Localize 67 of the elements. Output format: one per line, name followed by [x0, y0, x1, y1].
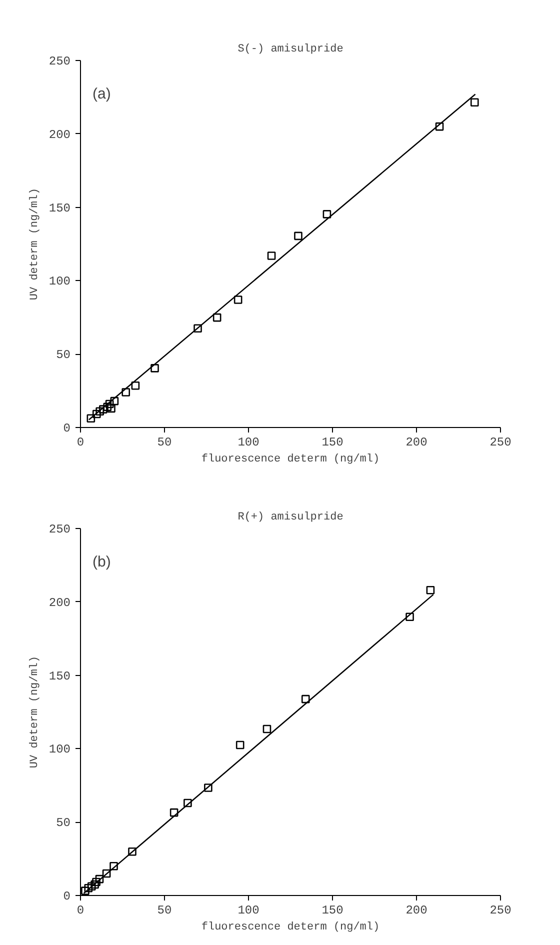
point	[131, 382, 140, 390]
point	[87, 882, 96, 891]
y-tick-label: 250	[48, 522, 71, 536]
point	[90, 880, 99, 889]
point	[150, 364, 159, 372]
point	[110, 396, 119, 406]
chart-title: S(-) amisulpride	[238, 44, 344, 56]
point	[128, 847, 136, 856]
x-axis-title: fluorescence determ (ng/ml)	[201, 454, 380, 466]
point	[105, 400, 114, 408]
chart-title: R(+) amisulpride	[238, 512, 344, 524]
x-tick-label: 100	[238, 904, 260, 918]
x-tick-label: 200	[406, 436, 428, 450]
point	[103, 402, 112, 412]
y-axis-title: UV determ (ng/ml)	[28, 188, 41, 300]
y-tick-label: 50	[56, 348, 71, 362]
x-tick-label: 0	[76, 436, 84, 450]
x-tick-label: 50	[157, 904, 172, 918]
annotation: (a)	[92, 86, 111, 102]
point	[294, 232, 302, 240]
point	[426, 586, 435, 594]
point	[95, 874, 104, 884]
point	[267, 252, 276, 260]
point	[204, 784, 212, 792]
point	[301, 694, 310, 704]
point	[236, 740, 244, 750]
x-axis-title: fluorescence determ (ng/ml)	[201, 922, 380, 934]
point	[262, 724, 272, 734]
point	[96, 407, 104, 416]
y-tick-label: 200	[48, 596, 71, 610]
point	[92, 410, 101, 418]
annotation: (b)	[92, 554, 111, 570]
x-tick-label: 200	[406, 904, 428, 918]
point	[170, 808, 178, 817]
point	[107, 404, 116, 413]
point	[92, 878, 100, 886]
point	[406, 612, 414, 622]
point	[322, 210, 332, 218]
point	[435, 122, 444, 131]
y-axis-title: UV determ (ng/ml)	[28, 656, 41, 768]
x-tick-label: 50	[157, 436, 172, 450]
point	[84, 884, 93, 892]
x-tick-label: 0	[76, 904, 84, 918]
point	[102, 869, 111, 878]
x-tick-label: 250	[490, 904, 512, 918]
x-tick-label: 100	[238, 436, 260, 450]
x-tick-label: 150	[322, 436, 344, 450]
point	[194, 324, 202, 333]
y-tick-label: 50	[56, 816, 71, 830]
x-tick-label: 250	[490, 436, 512, 450]
y-tick-label: 250	[48, 54, 71, 68]
x-tick-label: 150	[322, 904, 344, 918]
point	[122, 388, 130, 396]
y-tick-label: 100	[48, 742, 71, 757]
point	[184, 798, 192, 808]
point	[81, 886, 90, 895]
y-tick-label: 0	[63, 422, 70, 436]
y-tick-label: 150	[48, 201, 71, 216]
point	[234, 296, 242, 304]
point	[86, 414, 96, 423]
y-tick-label: 0	[63, 890, 70, 904]
y-tick-label: 200	[48, 128, 71, 142]
point	[110, 862, 118, 870]
y-tick-label: 100	[48, 274, 71, 289]
point	[212, 313, 222, 322]
point	[470, 98, 479, 106]
y-tick-label: 150	[48, 669, 71, 684]
